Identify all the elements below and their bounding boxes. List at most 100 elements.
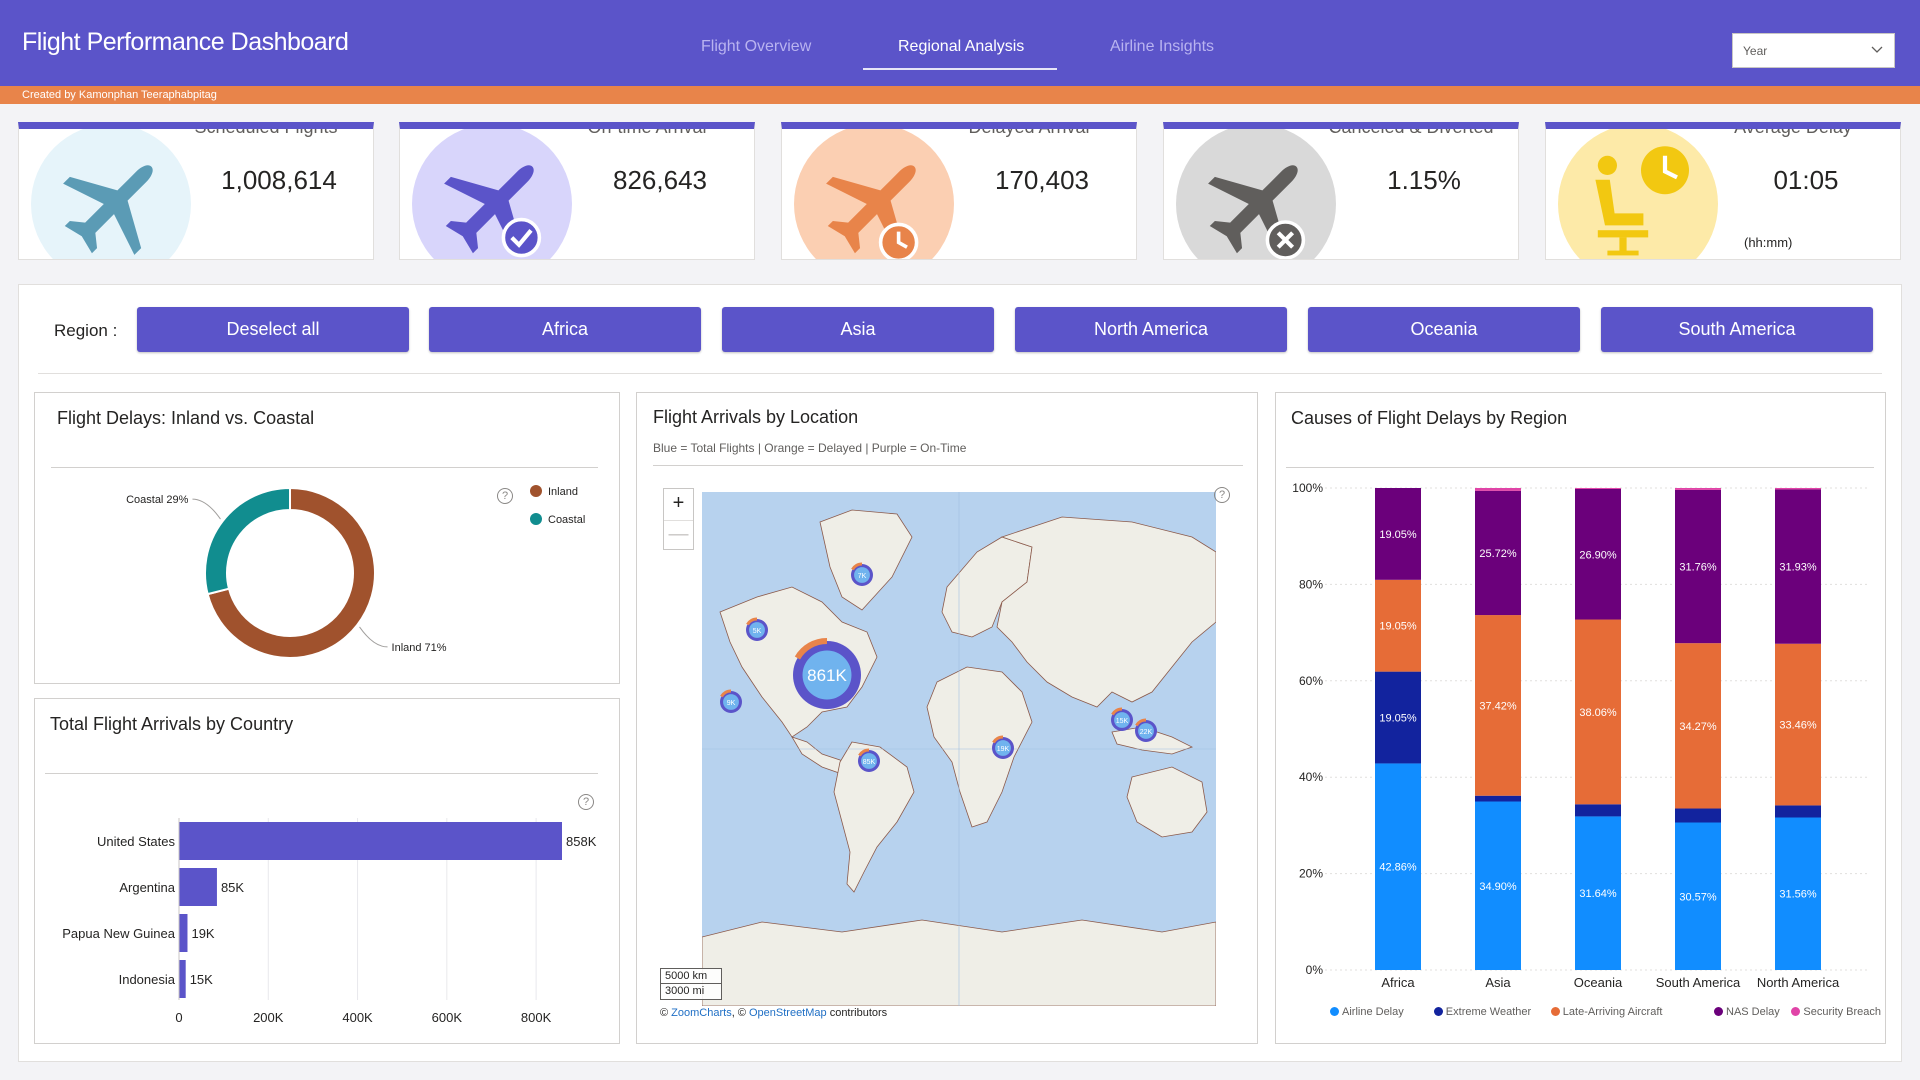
stack-seg-nas-delay-north-america[interactable] — [1775, 489, 1821, 644]
legend-swatch — [1714, 1007, 1723, 1016]
stack-seg-extreme-weather-south-america[interactable] — [1675, 808, 1721, 823]
app-title: Flight Performance Dashboard — [22, 28, 349, 56]
zoomcharts-link[interactable]: ZoomCharts — [671, 1007, 732, 1019]
legend-label: Airline Delay — [1342, 1006, 1404, 1018]
stack-data-label: 34.27% — [1679, 721, 1717, 733]
bar-papua-new-guinea[interactable] — [179, 914, 188, 952]
credit-mid: , © — [731, 1007, 749, 1019]
map-zoom-control: + — — [663, 488, 694, 550]
stack-seg-late-arriving-aircraft-africa[interactable] — [1375, 579, 1421, 672]
asia-shape — [996, 516, 1216, 708]
donut-chart[interactable]: Inland 71% Coastal 29% Inland Coastal — [34, 470, 620, 684]
kpi-label: Scheduled Flights — [194, 122, 338, 137]
stack-data-label: 38.06% — [1579, 707, 1617, 719]
region-button-north-america[interactable]: North America — [1015, 307, 1287, 352]
legend-label: NAS Delay — [1726, 1006, 1780, 1018]
legend-item-airline-delay[interactable]: Airline Delay — [1330, 1006, 1404, 1018]
donut-data-label: Coastal 29% — [126, 494, 189, 506]
donut-slice-coastal[interactable] — [204, 486, 291, 596]
world-map[interactable]: 861K 7K 5K 9K 85K 22K 15K 19K — [702, 492, 1216, 1006]
kpi-unit-hhmm: (hh:mm) — [1744, 235, 1793, 250]
stack-seg-airline-delay-asia[interactable] — [1475, 801, 1521, 970]
stack-seg-security-breach-south-america[interactable] — [1675, 488, 1721, 490]
stack-seg-nas-delay-oceania[interactable] — [1575, 488, 1621, 620]
stack-seg-airline-delay-north-america[interactable] — [1775, 817, 1821, 970]
stack-seg-late-arriving-aircraft-oceania[interactable] — [1575, 619, 1621, 805]
stack-seg-airline-delay-africa[interactable] — [1375, 763, 1421, 970]
kpi-value: 1,008,614 — [221, 165, 337, 195]
stack-data-label: 31.76% — [1679, 562, 1717, 574]
stack-seg-extreme-weather-oceania[interactable] — [1575, 804, 1621, 817]
byline-bar: Created by Kamonphan Teeraphabpitag — [0, 86, 1920, 104]
bar-chart-panel — [34, 698, 620, 1044]
bar-indonesia[interactable] — [179, 960, 186, 998]
stack-seg-security-breach-oceania[interactable] — [1575, 488, 1621, 489]
stack-data-label: 25.72% — [1479, 548, 1517, 560]
help-icon[interactable]: ? — [497, 488, 513, 504]
map-bubble-label: 5K — [753, 628, 762, 635]
year-dropdown[interactable]: Year — [1732, 33, 1895, 68]
airplane-icon — [63, 165, 153, 255]
stacked-bar-chart[interactable]: 0% 20% 40% 60% 80% 100% 42.86% 19.05% 19.05% 19.0… — [1275, 470, 1886, 1000]
region-button-oceania[interactable]: Oceania — [1308, 307, 1580, 352]
country-bar-chart[interactable]: 0 200K 400K 600K 800K United States 858K Argent… — [34, 780, 620, 1040]
stack-seg-nas-delay-africa[interactable] — [1375, 488, 1421, 580]
zoom-out-button[interactable]: — — [664, 520, 693, 550]
y-tick-label: 80% — [1299, 577, 1323, 591]
stack-seg-airline-delay-south-america[interactable] — [1675, 822, 1721, 970]
stack-data-label: 30.57% — [1679, 891, 1717, 903]
map-bubble-delayed-arc — [1111, 707, 1123, 716]
stack-seg-extreme-weather-africa[interactable] — [1375, 671, 1421, 764]
map-attribution: © ZoomCharts, © OpenStreetMap contributo… — [660, 1007, 887, 1019]
active-tab-indicator — [863, 68, 1057, 70]
x-category-label: North America — [1757, 975, 1840, 990]
panel-divider — [45, 773, 598, 774]
zoom-in-button[interactable]: + — [672, 492, 685, 514]
openstreetmap-link[interactable]: OpenStreetMap — [748, 1007, 827, 1019]
stack-seg-late-arriving-aircraft-asia[interactable] — [1475, 615, 1521, 796]
help-icon[interactable]: ? — [1214, 487, 1230, 503]
credit-prefix: © — [660, 1007, 672, 1019]
stack-seg-late-arriving-aircraft-north-america[interactable] — [1775, 643, 1821, 806]
y-tick-label: 60% — [1299, 674, 1323, 688]
stack-seg-security-breach-asia[interactable] — [1475, 488, 1521, 491]
legend-item-security-breach[interactable]: Security Breach — [1791, 1006, 1881, 1018]
deselect-all-button[interactable]: Deselect all — [137, 307, 409, 352]
region-divider — [38, 373, 1882, 374]
header-bar: Flight Performance Dashboard Flight Over… — [0, 0, 1920, 86]
donut-slice-inland[interactable] — [206, 486, 376, 659]
tab-flight-overview[interactable]: Flight Overview — [701, 38, 812, 55]
y-tick-label: 0% — [1306, 963, 1324, 977]
credit-suffix: contributors — [826, 1007, 888, 1019]
stack-seg-security-breach-north-america[interactable] — [1775, 488, 1821, 490]
tab-regional-analysis[interactable]: Regional Analysis — [898, 38, 1025, 55]
bar-united-states[interactable] — [179, 822, 562, 860]
map-bubble-delayed-arc — [851, 562, 863, 571]
stack-seg-airline-delay-oceania[interactable] — [1575, 816, 1621, 970]
map-bubble-delayed-arc — [794, 637, 828, 660]
world-map-canvas[interactable]: 861K 7K 5K 9K 85K 22K 15K 19K — [702, 492, 1216, 1006]
stack-seg-extreme-weather-asia[interactable] — [1475, 795, 1521, 802]
legend-item-nas-delay[interactable]: NAS Delay — [1714, 1006, 1780, 1018]
region-button-south-america[interactable]: South America — [1601, 307, 1873, 352]
region-button-asia[interactable]: Asia — [722, 307, 994, 352]
legend-item-extreme-weather[interactable]: Extreme Weather — [1433, 1006, 1531, 1018]
australia-shape — [1126, 766, 1208, 838]
stack-seg-nas-delay-asia[interactable] — [1475, 490, 1521, 616]
legend-swatch — [1433, 1007, 1443, 1016]
stack-seg-nas-delay-south-america[interactable] — [1675, 489, 1721, 644]
bar-argentina[interactable] — [179, 868, 217, 906]
stack-seg-extreme-weather-north-america[interactable] — [1775, 805, 1821, 818]
x-tick-label: 200K — [253, 1010, 284, 1025]
legend-swatch — [1791, 1007, 1801, 1016]
stack-data-label: 26.90% — [1579, 549, 1617, 561]
map-bubble-total — [861, 753, 877, 769]
map-bubble-label: 85K — [863, 759, 876, 766]
year-dropdown-value: Year — [1743, 44, 1768, 58]
tab-airline-insights[interactable]: Airline Insights — [1110, 38, 1215, 55]
stack-seg-late-arriving-aircraft-south-america[interactable] — [1675, 643, 1721, 809]
kpi-value: 826,643 — [613, 165, 707, 195]
region-button-africa[interactable]: Africa — [429, 307, 701, 352]
help-icon[interactable]: ? — [578, 794, 594, 810]
legend-item-late-arriving-aircraft[interactable]: Late-Arriving Aircraft — [1550, 1006, 1662, 1018]
